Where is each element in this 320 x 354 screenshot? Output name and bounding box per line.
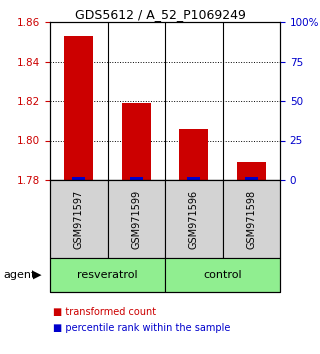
Bar (130, 177, 143, 180)
Bar (180, 129, 208, 180)
Text: GSM971598: GSM971598 (246, 189, 256, 249)
Text: ■ transformed count: ■ transformed count (53, 307, 156, 317)
Bar (122, 103, 151, 180)
Text: resveratrol: resveratrol (77, 270, 138, 280)
Text: GSM971596: GSM971596 (189, 189, 199, 249)
Text: ▶: ▶ (33, 270, 42, 280)
Bar (64, 36, 93, 180)
Bar (237, 162, 266, 180)
Bar (187, 177, 200, 180)
Text: control: control (203, 270, 242, 280)
Text: GSM971597: GSM971597 (74, 189, 84, 249)
Bar (72, 177, 85, 180)
Text: GSM971599: GSM971599 (131, 189, 141, 249)
Bar (245, 177, 258, 180)
Text: agent: agent (3, 270, 36, 280)
Text: ■ percentile rank within the sample: ■ percentile rank within the sample (53, 323, 231, 333)
Text: GDS5612 / A_52_P1069249: GDS5612 / A_52_P1069249 (75, 8, 245, 21)
